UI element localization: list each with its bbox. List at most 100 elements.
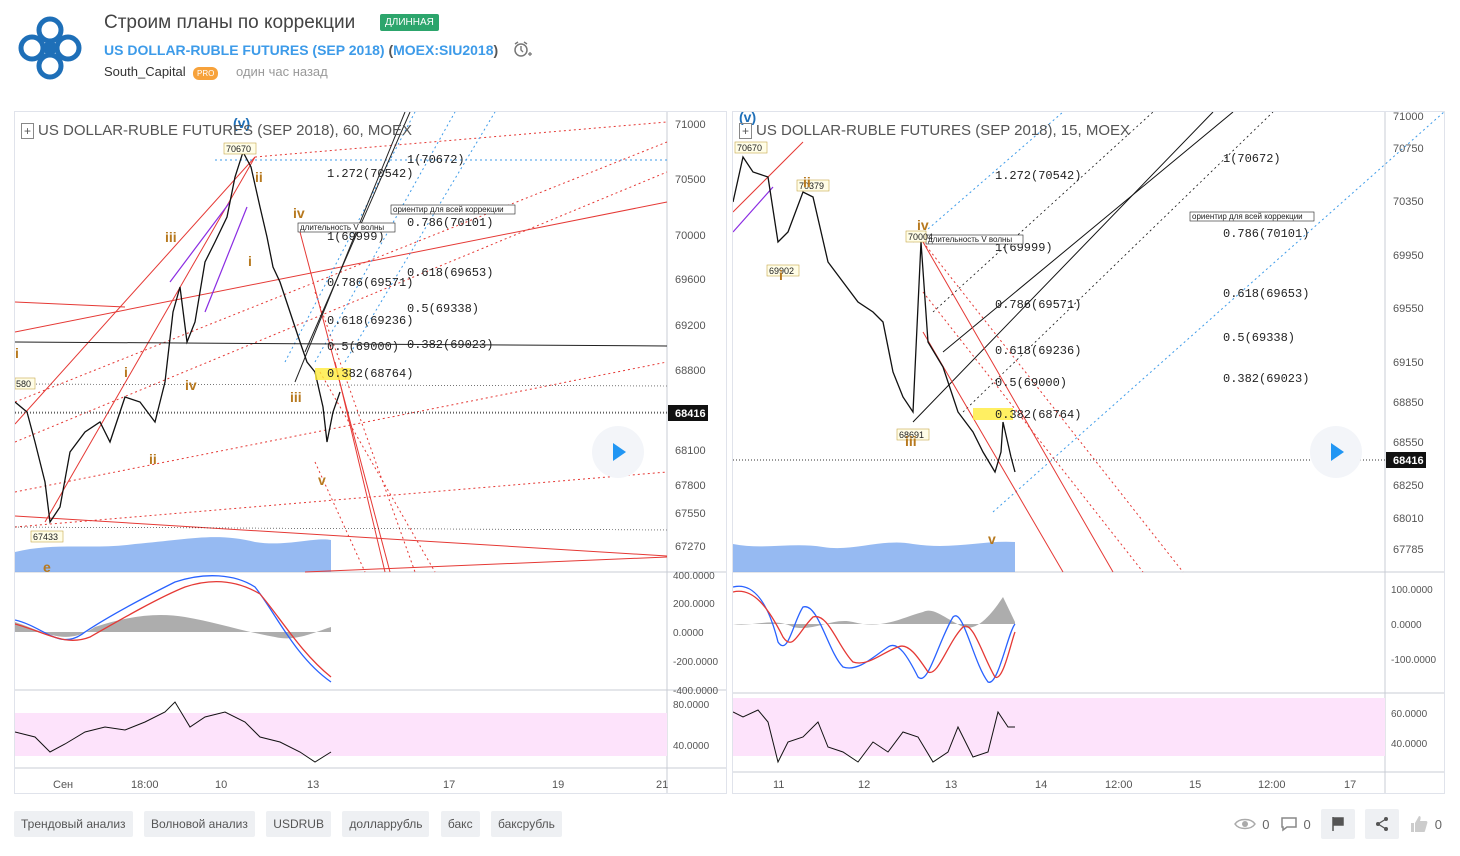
right-chart-title: + US DOLLAR-RUBLE FUTURES (SEP 2018), 15,… bbox=[739, 122, 1130, 139]
long-badge: ДЛИННАЯ bbox=[380, 14, 439, 31]
fib-level: 0.382(69023) bbox=[1223, 372, 1309, 386]
views-counter: 0 bbox=[1234, 817, 1270, 832]
time-tick: 19 bbox=[552, 779, 564, 791]
wave-label: i bbox=[15, 345, 19, 361]
fib-level: 0.382(68764) bbox=[327, 367, 413, 381]
left-chart-canvas: 1(70672) 1.272(70542) 0.786(70101) 1(699… bbox=[15, 112, 726, 793]
tag-chip[interactable]: долларрубль bbox=[342, 811, 430, 837]
time-tick: 15 bbox=[1189, 779, 1201, 791]
left-chart-title: + US DOLLAR-RUBLE FUTURES (SEP 2018), 60,… bbox=[21, 122, 412, 139]
price-tick: 69600 bbox=[675, 274, 706, 286]
like-counter[interactable]: 0 bbox=[1409, 815, 1442, 833]
comment-icon bbox=[1280, 817, 1297, 832]
price-tick: 69550 bbox=[1393, 303, 1424, 315]
wave-label: ii bbox=[255, 169, 263, 185]
rsi-tick: 40.0000 bbox=[1391, 739, 1428, 750]
last-price-tag: 68416 bbox=[1393, 455, 1424, 467]
fib-level: 0.382(68764) bbox=[995, 408, 1081, 422]
play-button[interactable] bbox=[1310, 426, 1362, 478]
price-label: 67433 bbox=[33, 532, 58, 542]
wave-label: iii bbox=[165, 229, 177, 245]
price-label: 68691 bbox=[899, 430, 924, 440]
price-tick: 70350 bbox=[1393, 196, 1424, 208]
wave-label: v bbox=[318, 472, 326, 488]
tag-chip[interactable]: Трендовый анализ bbox=[14, 811, 133, 837]
flag-button[interactable] bbox=[1320, 809, 1355, 839]
comments-counter[interactable]: 0 bbox=[1280, 816, 1311, 832]
price-tick: 67270 bbox=[675, 541, 706, 553]
play-button[interactable] bbox=[592, 426, 644, 478]
time-tick: 17 bbox=[1344, 779, 1356, 791]
fib-level: 0.5(69000) bbox=[995, 376, 1067, 390]
play-icon bbox=[613, 443, 626, 461]
price-tick: 71000 bbox=[1393, 112, 1424, 123]
symbol-link[interactable]: US DOLLAR-RUBLE FUTURES (SEP 2018) (MOEX… bbox=[104, 42, 499, 58]
price-tick: 68100 bbox=[675, 445, 706, 457]
fib-level: 0.5(69338) bbox=[1223, 331, 1295, 345]
time-tick: 11 bbox=[773, 779, 784, 791]
price-label: 70004 bbox=[908, 232, 933, 242]
time-tick: 13 bbox=[945, 779, 957, 791]
time-tick: Сен bbox=[53, 779, 73, 791]
share-icon bbox=[1375, 817, 1388, 831]
price-label: 69902 bbox=[769, 266, 794, 276]
tag-chip[interactable]: USDRUB bbox=[266, 811, 331, 837]
time-tick: 21 bbox=[656, 779, 668, 791]
wave-label: (v) bbox=[739, 112, 756, 125]
wave-label: ii bbox=[149, 451, 157, 467]
fib-level: 0.5(69338) bbox=[407, 302, 479, 316]
fib-level: 0.618(69653) bbox=[407, 266, 493, 280]
published-time: один час назад bbox=[236, 64, 328, 79]
macd-tick: 400.0000 bbox=[673, 571, 715, 582]
time-tick: 12:00 bbox=[1105, 779, 1133, 791]
wave-label: ii bbox=[803, 174, 811, 190]
note-label: длительность V волны bbox=[300, 223, 384, 232]
tag-chip[interactable]: Волновой анализ bbox=[143, 811, 255, 837]
author-logo[interactable] bbox=[16, 14, 84, 82]
price-tick: 71000 bbox=[675, 119, 706, 131]
fib-level: 0.786(69571) bbox=[327, 276, 413, 290]
share-button[interactable] bbox=[1364, 809, 1399, 839]
price-tick: 67785 bbox=[1393, 544, 1424, 556]
wave-label: i bbox=[124, 364, 128, 380]
price-tick: 68850 bbox=[1393, 397, 1424, 409]
time-tick: 17 bbox=[443, 779, 455, 791]
fib-level: 1(70672) bbox=[1223, 152, 1281, 166]
price-tick: 69150 bbox=[1393, 357, 1424, 369]
collapse-icon[interactable]: + bbox=[21, 123, 35, 139]
note-label: ориентир для всей коррекции bbox=[393, 205, 504, 214]
note-label: длительность V волны bbox=[928, 235, 1012, 244]
last-price-tag: 68416 bbox=[675, 408, 706, 420]
fib-level: 1.272(70542) bbox=[327, 167, 413, 181]
price-tick: 68010 bbox=[1393, 513, 1424, 525]
price-tick: 68250 bbox=[1393, 480, 1424, 492]
wave-label: i bbox=[248, 253, 252, 269]
alarm-clock-icon[interactable] bbox=[512, 40, 532, 60]
fib-level: 1(70672) bbox=[407, 153, 465, 167]
fib-level: 0.786(70101) bbox=[1223, 227, 1309, 241]
note-label: ориентир для всей коррекции bbox=[1192, 212, 1303, 221]
tag-list: Трендовый анализ Волновой анализ USDRUB … bbox=[14, 811, 569, 837]
author-name[interactable]: South_Capital bbox=[104, 64, 186, 79]
time-tick: 12:00 bbox=[1258, 779, 1286, 791]
idea-actions: 0 0 0 bbox=[1234, 808, 1442, 840]
flag-icon bbox=[1332, 817, 1344, 831]
price-tick: 67550 bbox=[675, 508, 706, 520]
left-chart[interactable]: 1(70672) 1.272(70542) 0.786(70101) 1(699… bbox=[14, 111, 727, 794]
symbol-ticker[interactable]: MOEX:SIU2018 bbox=[393, 42, 494, 58]
eye-icon bbox=[1234, 818, 1257, 830]
macd-tick: -400.0000 bbox=[673, 686, 718, 697]
fib-level: 0.618(69653) bbox=[1223, 287, 1309, 301]
fib-level: 0.786(69571) bbox=[995, 298, 1081, 312]
tag-chip[interactable]: бакс bbox=[440, 811, 480, 837]
right-chart[interactable]: 1(70672) 1.272(70542) 0.786(70101) 1(699… bbox=[732, 111, 1445, 794]
price-tick: 68550 bbox=[1393, 437, 1424, 449]
price-tick: 68800 bbox=[675, 365, 706, 377]
collapse-icon[interactable]: + bbox=[739, 123, 753, 139]
tag-chip[interactable]: баксрубль bbox=[491, 811, 562, 837]
symbol-name[interactable]: US DOLLAR-RUBLE FUTURES (SEP 2018) bbox=[104, 42, 385, 58]
right-chart-canvas: 1(70672) 1.272(70542) 0.786(70101) 1(699… bbox=[733, 112, 1444, 793]
thumbs-up-icon bbox=[1410, 816, 1428, 832]
wave-label: v bbox=[988, 531, 996, 547]
fib-level: 0.618(69236) bbox=[995, 344, 1081, 358]
